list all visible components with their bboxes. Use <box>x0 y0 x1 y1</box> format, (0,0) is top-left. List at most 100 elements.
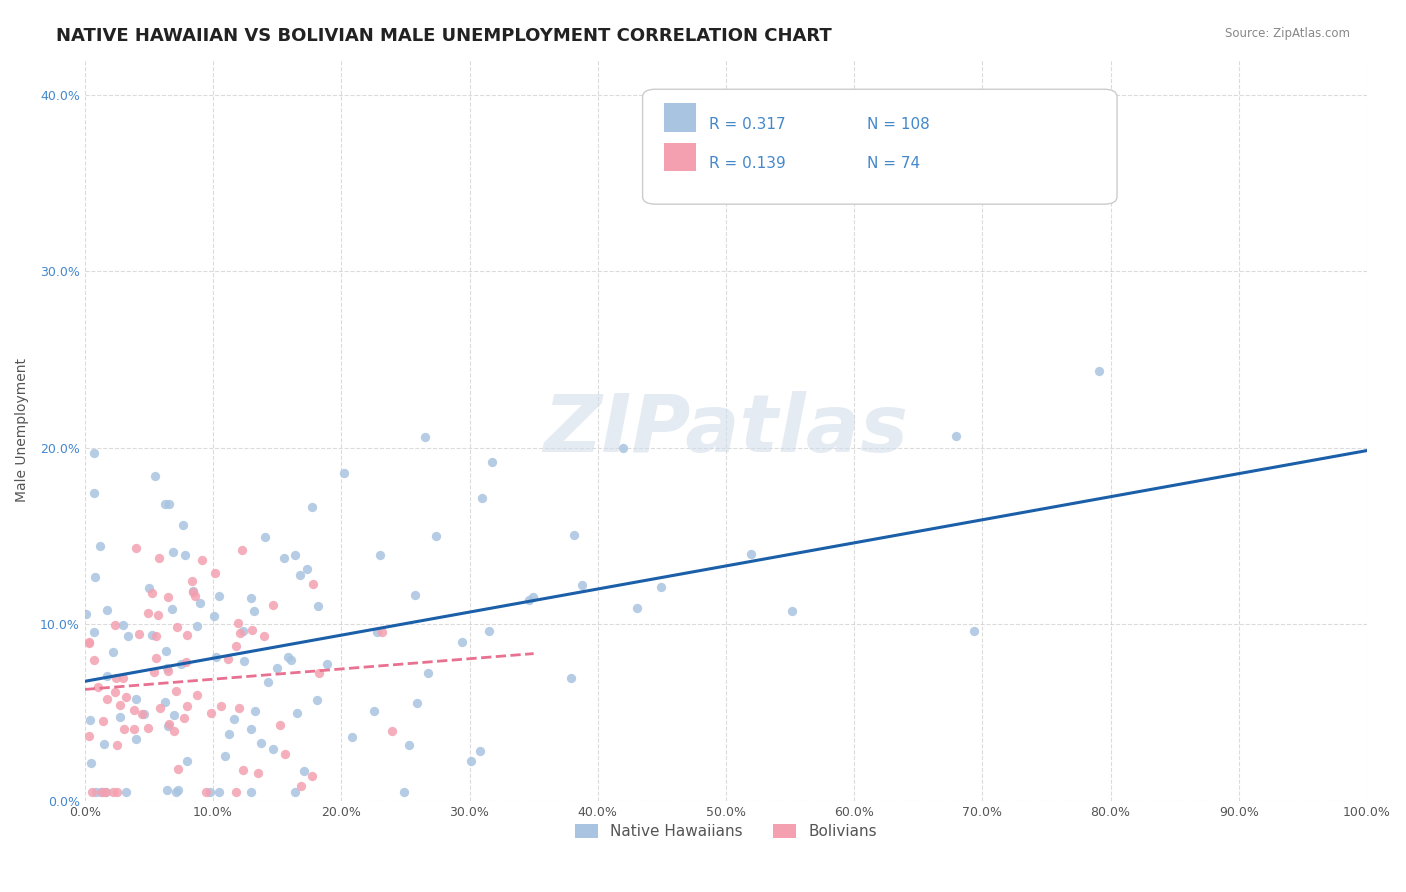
Point <box>101 645 124 659</box>
Point <box>478 624 501 638</box>
Point <box>208 590 231 604</box>
Point <box>240 785 263 799</box>
Point <box>155 644 177 658</box>
Point <box>157 590 180 604</box>
Point <box>232 624 254 638</box>
Point <box>228 626 250 640</box>
Point <box>105 785 128 799</box>
Point <box>243 704 266 718</box>
Point <box>269 718 291 732</box>
Point <box>522 590 544 604</box>
Point <box>159 717 181 731</box>
Point <box>96 785 118 799</box>
Point <box>284 785 307 799</box>
Point <box>110 710 132 724</box>
Point <box>162 707 184 722</box>
Point <box>122 722 145 736</box>
Point <box>612 441 634 455</box>
Point <box>173 548 195 562</box>
Point <box>143 665 166 680</box>
Point <box>173 711 195 725</box>
Point <box>392 785 415 799</box>
Text: ZIPatlas: ZIPatlas <box>544 392 908 469</box>
Point <box>257 674 280 689</box>
Point <box>415 429 437 443</box>
Point <box>91 714 114 729</box>
Point <box>340 730 363 744</box>
Text: N = 108: N = 108 <box>868 117 929 132</box>
Point <box>288 568 311 582</box>
Point <box>963 624 986 638</box>
Point <box>194 785 217 799</box>
Point <box>176 754 198 768</box>
Point <box>295 562 318 576</box>
Point <box>425 529 447 543</box>
Point <box>153 695 176 709</box>
Point <box>451 635 474 649</box>
Point <box>111 617 134 632</box>
Bar <box>665 103 696 131</box>
Point <box>80 756 103 770</box>
Point <box>75 607 97 622</box>
Point <box>163 724 186 739</box>
Text: NATIVE HAWAIIAN VS BOLIVIAN MALE UNEMPLOYMENT CORRELATION CHART: NATIVE HAWAIIAN VS BOLIVIAN MALE UNEMPLO… <box>56 27 832 45</box>
Point <box>96 692 118 706</box>
Point <box>571 578 593 592</box>
Point <box>368 548 391 562</box>
Point <box>202 609 225 624</box>
Point <box>156 660 179 674</box>
Point <box>169 657 191 672</box>
Point <box>307 599 329 614</box>
Point <box>228 700 250 714</box>
Point <box>156 783 179 797</box>
Point <box>301 500 323 514</box>
Point <box>96 603 118 617</box>
Point <box>240 623 263 637</box>
Point <box>782 604 804 618</box>
Point <box>363 704 385 718</box>
Point <box>277 650 299 665</box>
Point <box>143 468 166 483</box>
Point <box>93 737 115 751</box>
Point <box>945 428 967 442</box>
Point <box>262 598 284 612</box>
Point <box>125 692 148 706</box>
Point <box>198 785 221 799</box>
Point <box>1087 364 1109 378</box>
Point <box>101 785 124 799</box>
Point <box>366 624 388 639</box>
Legend: Native Hawaiians, Bolivians: Native Hawaiians, Bolivians <box>569 818 883 845</box>
Bar <box>665 143 696 170</box>
Point <box>110 698 132 713</box>
Point <box>243 604 266 618</box>
Point <box>128 627 150 641</box>
Point <box>308 666 330 681</box>
FancyBboxPatch shape <box>643 89 1116 204</box>
Point <box>200 706 222 720</box>
Point <box>166 783 188 797</box>
Point <box>226 615 249 630</box>
Point <box>172 518 194 533</box>
Point <box>117 629 139 643</box>
Point <box>253 628 276 642</box>
Point <box>188 596 211 610</box>
Point <box>79 713 101 727</box>
Point <box>398 739 420 753</box>
Point <box>145 650 167 665</box>
Point <box>209 699 232 714</box>
Point <box>190 553 212 567</box>
Point <box>160 602 183 616</box>
Point <box>274 747 297 761</box>
Point <box>107 738 129 752</box>
Point <box>316 657 339 672</box>
Point <box>626 601 648 615</box>
Point <box>83 653 105 667</box>
Point <box>141 628 163 642</box>
Point <box>232 763 254 777</box>
Point <box>305 692 328 706</box>
Point <box>266 661 288 675</box>
Point <box>181 583 204 598</box>
Point <box>149 701 172 715</box>
Point <box>77 730 100 744</box>
Point <box>111 671 134 685</box>
